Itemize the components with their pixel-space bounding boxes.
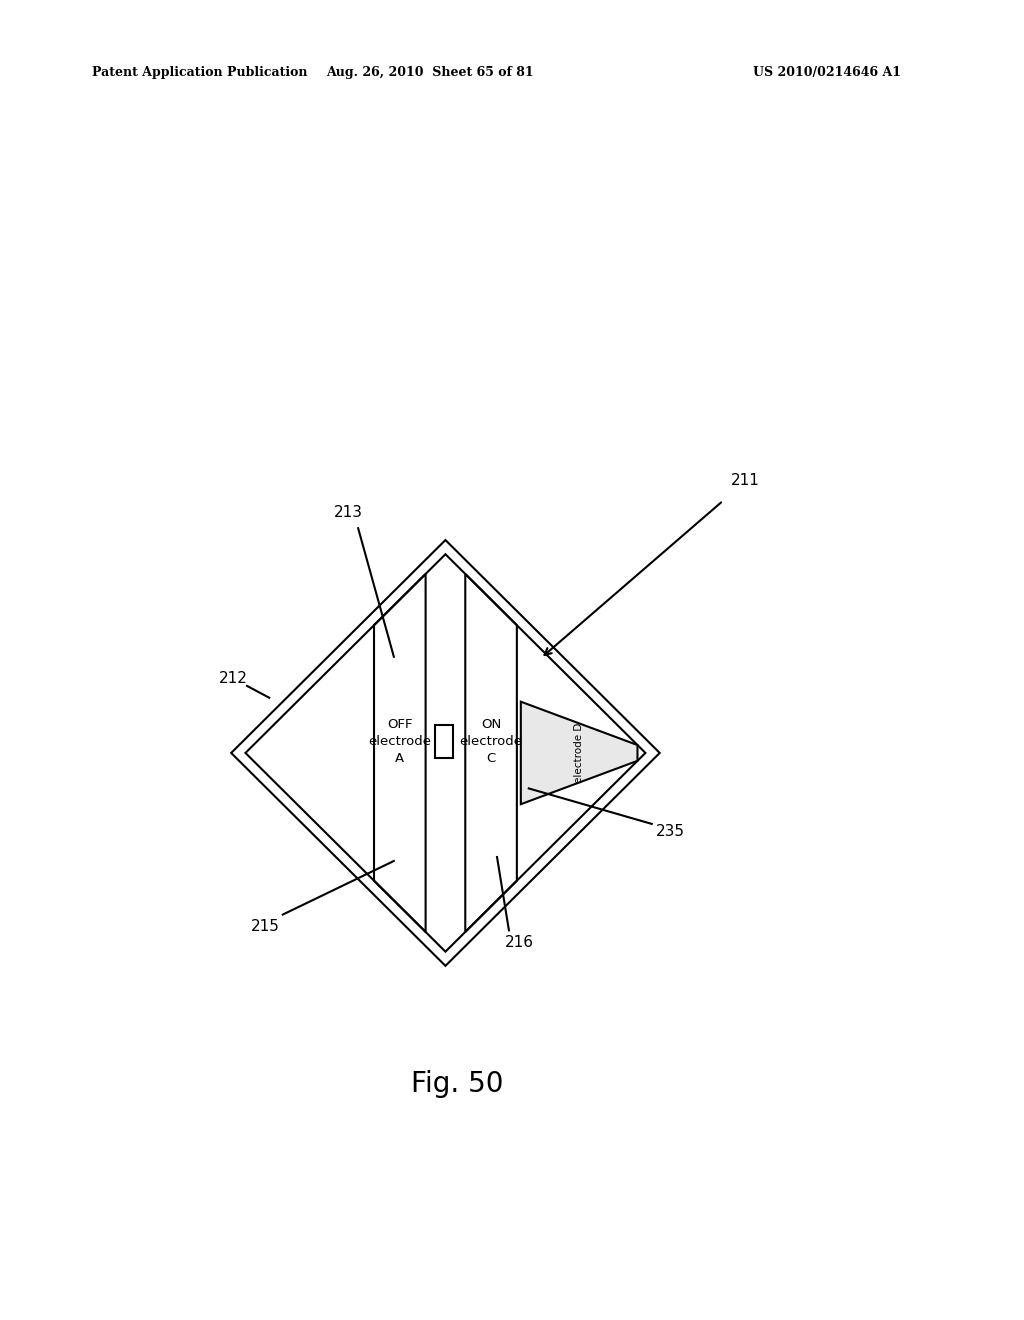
Bar bbox=[435, 725, 453, 758]
Text: 213: 213 bbox=[334, 506, 364, 520]
Text: ON
electrode
C: ON electrode C bbox=[460, 718, 522, 764]
Text: 216: 216 bbox=[505, 935, 534, 949]
Text: 212: 212 bbox=[219, 671, 248, 685]
Text: electrode D: electrode D bbox=[574, 723, 584, 783]
Text: US 2010/0214646 A1: US 2010/0214646 A1 bbox=[753, 66, 901, 79]
Polygon shape bbox=[521, 702, 638, 804]
Text: Aug. 26, 2010  Sheet 65 of 81: Aug. 26, 2010 Sheet 65 of 81 bbox=[327, 66, 534, 79]
Text: 235: 235 bbox=[655, 824, 685, 840]
Text: Fig. 50: Fig. 50 bbox=[411, 1071, 504, 1098]
Text: 211: 211 bbox=[731, 474, 760, 488]
Text: 215: 215 bbox=[251, 919, 280, 935]
Text: Patent Application Publication: Patent Application Publication bbox=[92, 66, 307, 79]
Text: OFF
electrode
A: OFF electrode A bbox=[369, 718, 431, 764]
